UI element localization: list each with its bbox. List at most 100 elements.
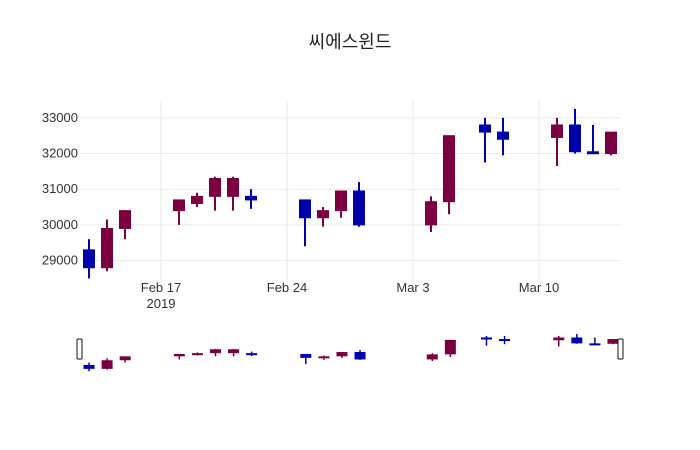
candlestick	[353, 182, 365, 227]
mini-candle-body	[336, 352, 348, 357]
range-slider[interactable]	[76, 333, 624, 372]
candle-body	[569, 124, 581, 153]
candlestick	[83, 239, 95, 279]
candle-body	[335, 190, 347, 212]
y-tick-label: 33000	[42, 110, 78, 125]
candlestick	[425, 196, 437, 233]
candlestick	[209, 176, 221, 211]
mini-candlestick	[589, 337, 601, 346]
mini-candle-body	[571, 337, 583, 344]
candle-body	[191, 195, 203, 204]
mini-candle-body	[553, 337, 565, 341]
candlestick	[245, 189, 257, 209]
candlestick	[497, 117, 509, 156]
candle-body	[353, 190, 365, 226]
mini-candle-body	[499, 339, 511, 342]
candlestick	[605, 131, 617, 156]
candle-body	[83, 249, 95, 269]
mini-candle-body	[426, 354, 438, 360]
candlestick	[101, 219, 113, 272]
range-slider-background[interactable]	[80, 335, 622, 368]
candlestick	[587, 124, 599, 155]
mini-candle-body	[589, 343, 601, 346]
candle-body	[173, 199, 185, 212]
mini-candlestick	[246, 351, 258, 356]
candle-body	[443, 135, 455, 203]
candle-body	[551, 124, 563, 138]
y-tick-label: 31000	[42, 181, 78, 196]
mini-candlestick	[228, 348, 240, 357]
mini-candlestick	[444, 339, 456, 358]
mini-candle-body	[481, 337, 492, 340]
candle-body	[605, 131, 617, 155]
mini-candlestick	[571, 333, 583, 344]
mini-candle-body	[246, 353, 258, 356]
candle-body	[497, 131, 509, 140]
mini-candlestick	[191, 352, 203, 356]
candlestick	[569, 108, 581, 154]
main-plot	[83, 108, 617, 279]
chart-title: 씨에스윈드	[309, 32, 392, 53]
candle-body	[101, 227, 113, 269]
mini-candlestick	[173, 353, 185, 360]
x-tick-label: Feb 17	[141, 280, 181, 295]
candle-body	[119, 210, 131, 229]
mini-candlestick	[101, 358, 113, 370]
mini-candlestick	[499, 335, 511, 345]
mini-candle-body	[119, 356, 131, 361]
mini-candlestick	[210, 348, 221, 357]
range-slider-mini-plot	[83, 333, 619, 372]
mini-candle-body	[173, 353, 185, 357]
candlestick	[317, 207, 329, 227]
mini-candlestick	[553, 335, 565, 347]
grid-layer	[80, 100, 620, 282]
mini-candlestick	[119, 356, 131, 363]
mini-candle-body	[300, 353, 312, 358]
candle-body	[425, 201, 437, 226]
mini-candle-body	[191, 353, 203, 356]
mini-candlestick	[607, 339, 619, 345]
mini-candle-body	[607, 339, 619, 344]
candle-body	[479, 124, 491, 133]
candlestick	[173, 199, 185, 225]
x-tick-sublabel: 2019	[147, 296, 176, 311]
mini-candle-body	[318, 356, 330, 359]
y-tick-label: 29000	[42, 253, 78, 268]
candle-body	[245, 195, 257, 201]
candle-body	[227, 178, 239, 197]
range-slider-left-handle[interactable]	[76, 338, 83, 360]
candle-body	[587, 151, 599, 155]
candlestick	[119, 210, 131, 240]
y-tick-label: 32000	[42, 146, 78, 161]
candlestick	[443, 135, 455, 215]
mini-candlestick	[336, 352, 348, 358]
mini-candlestick	[83, 362, 95, 372]
mini-candlestick	[426, 353, 438, 362]
x-tick-label: Feb 24	[267, 280, 307, 295]
mini-candlestick	[318, 355, 330, 360]
candle-body	[209, 178, 221, 197]
range-slider-right-handle[interactable]	[617, 338, 624, 360]
mini-candle-body	[228, 349, 240, 354]
y-tick-label: 30000	[42, 217, 78, 232]
candlestick	[551, 117, 563, 167]
x-tick-label: Mar 10	[519, 280, 559, 295]
candlestick	[299, 199, 311, 247]
mini-candle-body	[354, 352, 366, 360]
candlestick	[335, 190, 347, 218]
candle-body	[299, 199, 311, 219]
y-axis: 29000 30000 31000 32000 33000	[42, 110, 78, 268]
x-tick-label: Mar 3	[396, 280, 429, 295]
candlestick	[479, 117, 491, 163]
mini-candlestick	[300, 353, 312, 365]
mini-candle-body	[444, 339, 456, 355]
mini-candle-body	[101, 360, 113, 369]
candle-body	[317, 210, 329, 219]
candlestick	[191, 192, 203, 208]
candlestick	[227, 176, 239, 211]
mini-candlestick	[481, 335, 492, 346]
mini-candle-body	[83, 364, 95, 369]
